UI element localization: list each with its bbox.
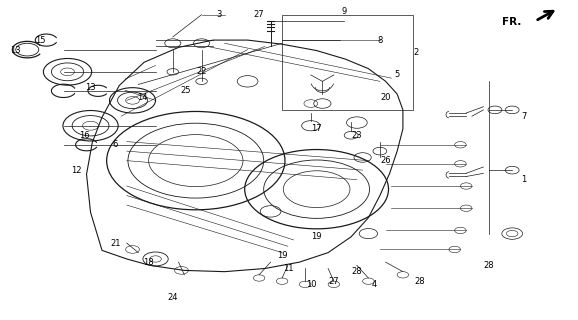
Text: 17: 17 bbox=[312, 124, 322, 133]
Text: 26: 26 bbox=[380, 156, 391, 165]
Text: FR.: FR. bbox=[502, 17, 522, 27]
Text: 28: 28 bbox=[484, 261, 495, 270]
Text: 13: 13 bbox=[85, 83, 96, 92]
Text: 19: 19 bbox=[277, 251, 287, 260]
Text: 23: 23 bbox=[351, 131, 362, 140]
Text: 9: 9 bbox=[341, 7, 346, 16]
Text: 27: 27 bbox=[328, 277, 339, 286]
Text: 3: 3 bbox=[216, 10, 221, 19]
Text: 27: 27 bbox=[254, 10, 264, 19]
Text: 19: 19 bbox=[312, 232, 322, 241]
Text: 7: 7 bbox=[521, 112, 527, 121]
Text: 15: 15 bbox=[35, 36, 46, 44]
Text: 13: 13 bbox=[10, 46, 21, 55]
Text: 28: 28 bbox=[415, 277, 425, 286]
Text: 16: 16 bbox=[80, 131, 90, 140]
Text: 24: 24 bbox=[168, 292, 178, 301]
Text: 18: 18 bbox=[143, 258, 153, 267]
Text: 4: 4 bbox=[372, 280, 377, 289]
Text: 28: 28 bbox=[351, 267, 362, 276]
Text: 14: 14 bbox=[137, 93, 147, 102]
Text: 21: 21 bbox=[110, 239, 121, 248]
Text: 6: 6 bbox=[113, 140, 118, 149]
Text: 11: 11 bbox=[283, 264, 293, 273]
Text: 12: 12 bbox=[71, 166, 81, 175]
Text: 2: 2 bbox=[413, 48, 418, 57]
Text: 8: 8 bbox=[377, 36, 383, 44]
Bar bbox=[282, 15, 413, 110]
Text: 10: 10 bbox=[306, 280, 316, 289]
Text: 1: 1 bbox=[521, 175, 527, 184]
Text: 22: 22 bbox=[197, 67, 207, 76]
Text: 25: 25 bbox=[180, 86, 191, 95]
Text: 5: 5 bbox=[395, 70, 400, 79]
Text: 20: 20 bbox=[380, 93, 391, 102]
